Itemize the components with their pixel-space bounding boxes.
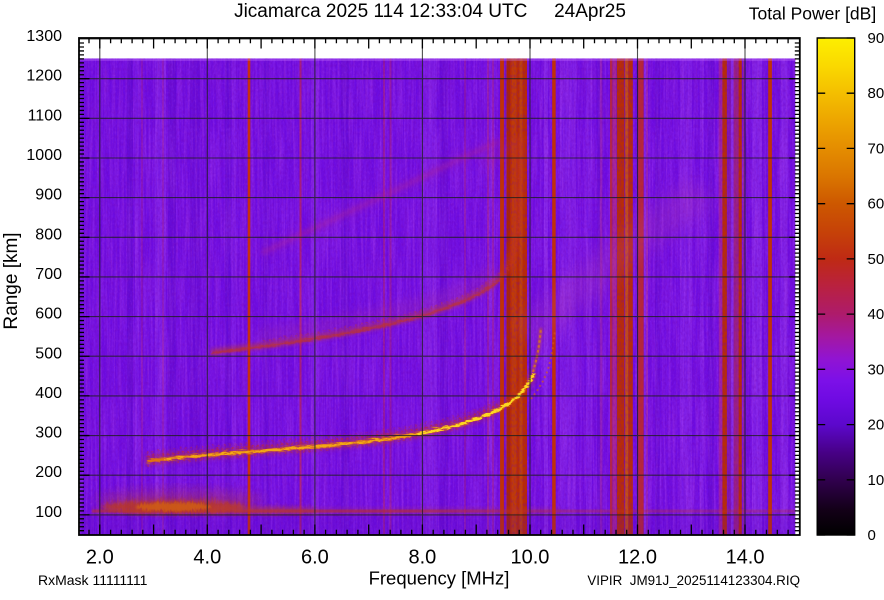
- svg-text:80: 80: [868, 85, 884, 102]
- svg-text:700: 700: [35, 266, 62, 283]
- svg-text:90: 90: [868, 30, 884, 47]
- svg-text:60: 60: [868, 196, 884, 213]
- svg-text:800: 800: [35, 226, 62, 243]
- svg-text:400: 400: [35, 385, 62, 402]
- svg-text:24Apr25: 24Apr25: [554, 1, 626, 22]
- svg-text:50: 50: [868, 251, 884, 268]
- svg-text:1200: 1200: [26, 68, 62, 85]
- svg-text:10.0: 10.0: [510, 547, 549, 569]
- svg-text:20: 20: [868, 417, 884, 434]
- svg-text:1300: 1300: [26, 28, 62, 45]
- svg-text:70: 70: [868, 140, 884, 157]
- svg-text:10: 10: [868, 472, 884, 489]
- svg-text:Jicamarca 2025 114 12:33:04 UT: Jicamarca 2025 114 12:33:04 UTC: [234, 1, 527, 22]
- svg-text:1000: 1000: [26, 147, 62, 164]
- svg-text:300: 300: [35, 425, 62, 442]
- svg-text:900: 900: [35, 187, 62, 204]
- svg-text:600: 600: [35, 306, 62, 323]
- svg-text:200: 200: [35, 464, 62, 481]
- svg-text:8.0: 8.0: [409, 547, 437, 569]
- svg-text:500: 500: [35, 345, 62, 362]
- svg-text:Total Power [dB]: Total Power [dB]: [749, 4, 876, 24]
- svg-text:Range [km]: Range [km]: [1, 232, 22, 329]
- svg-text:6.0: 6.0: [301, 547, 329, 569]
- svg-text:40: 40: [868, 306, 884, 323]
- svg-text:2.0: 2.0: [86, 547, 114, 569]
- svg-text:0: 0: [868, 527, 876, 544]
- svg-text:14.0: 14.0: [726, 547, 765, 569]
- svg-text:RxMask 11111111: RxMask 11111111: [38, 572, 148, 588]
- svg-text:VIPIR JM91J_2025114123304.RIQ: VIPIR JM91J_2025114123304.RIQ: [587, 573, 800, 588]
- svg-text:30: 30: [868, 361, 884, 378]
- svg-text:Frequency [MHz]: Frequency [MHz]: [369, 568, 510, 589]
- svg-text:12.0: 12.0: [618, 547, 657, 569]
- svg-text:4.0: 4.0: [193, 547, 221, 569]
- svg-text:1100: 1100: [28, 107, 63, 124]
- svg-text:100: 100: [35, 504, 62, 521]
